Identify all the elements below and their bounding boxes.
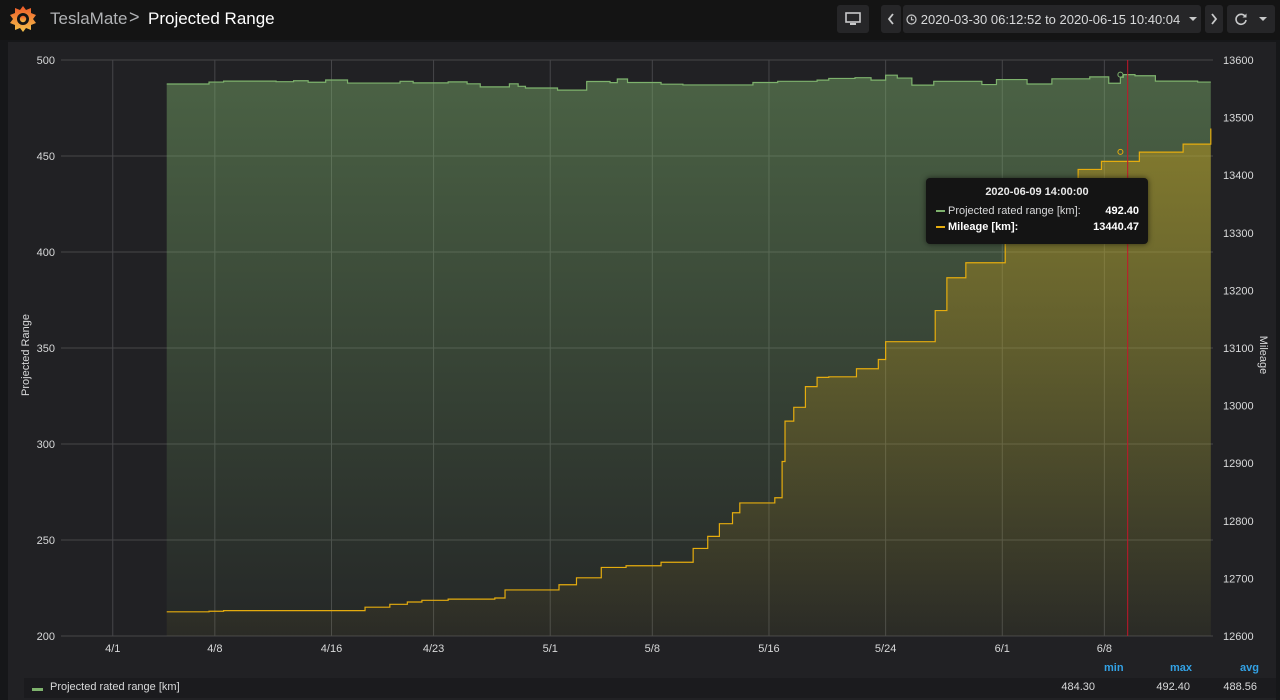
- y-right-tick-label: 13400: [1223, 170, 1254, 182]
- breadcrumb-separator: >: [129, 7, 140, 27]
- x-tick-label: 5/1: [543, 643, 558, 655]
- legend-min-header[interactable]: min: [1104, 662, 1124, 674]
- x-tick-label: 4/16: [321, 643, 342, 655]
- x-tick-label: 5/16: [758, 643, 779, 655]
- top-navbar: TeslaMate > Projected Range 2020-03-30 0…: [0, 0, 1280, 40]
- y-right-tick-label: 12700: [1223, 573, 1254, 585]
- tooltip-time: 2020-06-09 14:00:00: [985, 186, 1089, 198]
- y-left-tick-label: 200: [37, 631, 55, 643]
- grafana-logo-icon[interactable]: [8, 4, 38, 34]
- monitor-icon: [845, 12, 861, 25]
- chevron-right-icon: [1211, 13, 1218, 25]
- page-title: Projected Range: [148, 9, 275, 28]
- tooltip-row-mileage: Mileage [km]: 13440.47: [936, 220, 1139, 234]
- series-area-mileage: [166, 128, 1211, 636]
- y-right-tick-label: 13500: [1223, 113, 1254, 125]
- y-left-tick-label: 350: [37, 343, 55, 355]
- time-back-button[interactable]: [881, 5, 901, 33]
- y-right-tick-label: 13000: [1223, 401, 1254, 413]
- refresh-icon: [1235, 13, 1247, 26]
- hover-tooltip: 2020-06-09 14:00:00 Projected rated rang…: [926, 178, 1148, 244]
- y-axis-left-label: Projected Range: [20, 314, 32, 396]
- x-tick-label: 4/8: [207, 643, 222, 655]
- hover-point-range: [1117, 71, 1124, 78]
- y-right-tick-label: 13300: [1223, 228, 1254, 240]
- y-right-tick-label: 12900: [1223, 458, 1254, 470]
- y-left-tick-label: 300: [37, 439, 55, 451]
- x-tick-label: 5/8: [645, 643, 660, 655]
- y-left-tick-label: 250: [37, 535, 55, 547]
- x-tick-label: 6/1: [995, 643, 1010, 655]
- chevron-left-icon: [887, 13, 894, 25]
- legend-max-header[interactable]: max: [1170, 662, 1193, 674]
- series-line-range: [166, 73, 1211, 91]
- legend-swatch-icon: [32, 688, 43, 691]
- time-range-text: 2020-03-30 06:12:52 to 2020-06-15 10:40:…: [920, 11, 1181, 27]
- refresh-button[interactable]: [1227, 5, 1275, 33]
- breadcrumb-app[interactable]: TeslaMate: [50, 9, 128, 28]
- clock-icon: [906, 13, 917, 25]
- tooltip-mileage-value: 13440.47: [1093, 221, 1139, 233]
- y-left-tick-label: 450: [37, 151, 55, 163]
- y-left-tick-label: 400: [37, 247, 55, 259]
- x-tick-label: 6/8: [1097, 643, 1112, 655]
- tooltip-mileage-name: Mileage [km]:: [948, 221, 1019, 233]
- tooltip-range-name: Projected rated range [km]:: [948, 205, 1081, 217]
- y-right-tick-label: 12800: [1223, 516, 1254, 528]
- legend-max-value: 492.40: [1156, 681, 1190, 693]
- time-forward-button[interactable]: [1205, 5, 1223, 33]
- tv-mode-button[interactable]: [837, 5, 869, 33]
- tooltip-range-value: 492.40: [1105, 205, 1139, 217]
- caret-down-icon: [1189, 17, 1198, 21]
- x-tick-label: 4/23: [423, 643, 444, 655]
- y-left-tick-label: 500: [37, 55, 55, 67]
- legend-min-value: 484.30: [1061, 681, 1095, 693]
- legend-avg-header[interactable]: avg: [1240, 662, 1259, 674]
- time-range-picker[interactable]: 2020-03-30 06:12:52 to 2020-06-15 10:40:…: [903, 5, 1201, 33]
- mileage-swatch-icon: [936, 226, 945, 228]
- y-axis-right-label: Mileage: [1257, 336, 1269, 375]
- y-right-tick-label: 13600: [1223, 55, 1254, 67]
- y-right-tick-label: 12600: [1223, 631, 1254, 643]
- y-right-tick-label: 13200: [1223, 285, 1254, 297]
- legend-item-range[interactable]: Projected rated range [km] 484.30 492.40…: [24, 678, 1276, 698]
- legend-avg-value: 488.56: [1223, 681, 1257, 693]
- tooltip-row-range: Projected rated range [km]: 492.40: [936, 204, 1139, 218]
- legend-series-name[interactable]: Projected rated range [km]: [50, 681, 180, 693]
- y-right-tick-label: 13100: [1223, 343, 1254, 355]
- range-swatch-icon: [936, 210, 945, 212]
- x-tick-label: 4/1: [105, 643, 120, 655]
- hover-point-mileage: [1117, 148, 1124, 155]
- refresh-caret-icon: [1259, 17, 1267, 21]
- x-tick-label: 5/24: [875, 643, 896, 655]
- series-line-mileage: [166, 128, 1212, 613]
